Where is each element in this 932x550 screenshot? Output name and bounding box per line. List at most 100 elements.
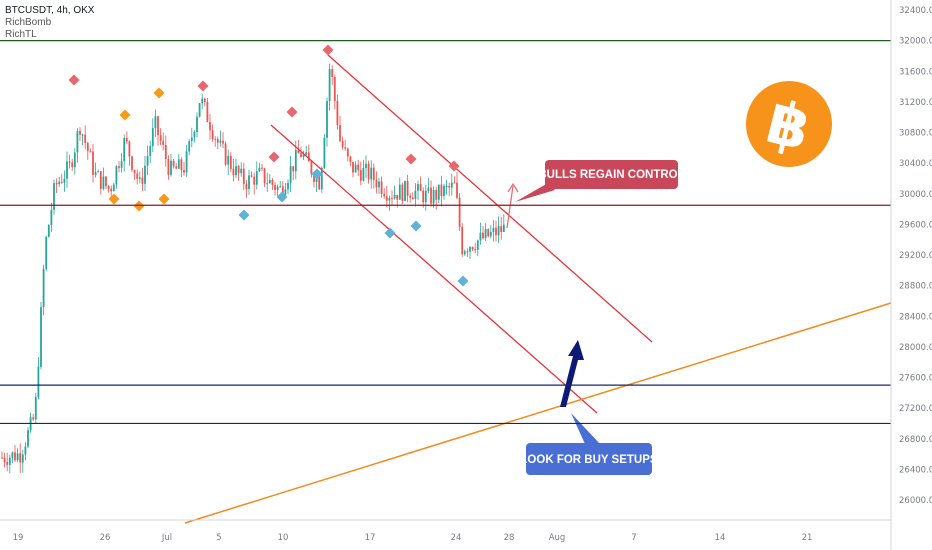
indicator-richbomb[interactable]: RichBomb (5, 17, 52, 28)
callout-buy-box (526, 443, 652, 475)
candle-body (123, 138, 126, 162)
candle-body (497, 226, 500, 236)
candle-body (500, 226, 503, 233)
x-tick-label: 17 (365, 533, 376, 543)
candle-body (94, 172, 97, 175)
candle-body (323, 137, 326, 168)
candle-body (76, 131, 79, 153)
candle-body (315, 176, 318, 182)
candle-body (222, 140, 224, 144)
candle-body (177, 159, 180, 169)
candle-body (193, 132, 196, 138)
candle-body (310, 161, 313, 175)
candle-body (445, 185, 448, 187)
candle-body (344, 147, 347, 149)
candle-body (190, 137, 193, 142)
candle-body (68, 161, 71, 163)
candle-body (216, 138, 219, 143)
x-tick-label: 14 (715, 533, 726, 543)
candle-body (274, 184, 276, 190)
y-tick-label: 32000.0 (899, 37, 932, 47)
diamond-marker-red (405, 153, 417, 165)
candle-body (367, 163, 370, 180)
candle-body (284, 189, 287, 195)
candle-body (383, 193, 386, 197)
candle-body (19, 453, 22, 463)
candle-body (271, 179, 274, 185)
channel-lower-line (270, 124, 598, 414)
diamond-marker-orange (153, 87, 165, 99)
candle-body (55, 183, 58, 185)
candle-body (328, 69, 331, 101)
candle-body (66, 161, 68, 179)
candle-body (227, 155, 230, 165)
y-tick-label: 27600.0 (899, 374, 932, 384)
candle-body (105, 176, 107, 186)
candle-body (58, 181, 61, 185)
candle-body (206, 102, 209, 122)
candle-body (484, 228, 487, 239)
candle-body (37, 366, 40, 397)
callout-pointer (571, 413, 600, 444)
candle-body (380, 181, 383, 194)
diamond-marker-blue (311, 168, 323, 180)
candle-body (128, 141, 131, 157)
candle-body (232, 168, 235, 176)
y-tick-label: 29200.0 (899, 251, 932, 261)
x-tick-label: 19 (13, 533, 24, 543)
diamond-marker-blue (457, 275, 469, 287)
candle-body (258, 167, 261, 172)
candle-body (385, 196, 388, 201)
candle-body (370, 167, 373, 180)
candle-body (352, 161, 354, 173)
candle-body (401, 184, 404, 201)
candle-body (396, 194, 399, 200)
candle-body (287, 182, 289, 190)
candle-body (84, 134, 87, 143)
candle-body (120, 161, 123, 168)
candle-body (422, 190, 425, 203)
diamond-marker-red (68, 74, 80, 86)
y-tick-label: 29600.0 (899, 220, 932, 230)
candle-body (502, 224, 505, 233)
candle-body (440, 184, 443, 197)
candle-body (300, 153, 302, 157)
candle-body (474, 249, 477, 251)
candle-body (6, 462, 9, 465)
candle-body (437, 184, 440, 200)
candle-body (482, 232, 484, 239)
small-up-arrow-shaft (506, 185, 514, 229)
candle-body (487, 228, 490, 237)
symbol-title[interactable]: BTCUSDT, 4h, OKX (5, 5, 95, 16)
candle-body (99, 171, 102, 189)
candle-body (448, 185, 451, 188)
candle-body (305, 152, 308, 155)
rising-trendline (184, 302, 892, 524)
candle-body (245, 184, 248, 190)
candle-body (242, 168, 245, 185)
candle-body (34, 396, 37, 420)
candle-body (164, 144, 167, 160)
candle-body (8, 457, 11, 465)
candle-body (489, 231, 492, 237)
candle-body (89, 151, 92, 153)
y-tick-label: 26400.0 (899, 465, 932, 475)
candle-body (281, 186, 284, 195)
candle-body (326, 100, 328, 138)
candle-body (219, 140, 222, 143)
candle-body (443, 185, 445, 197)
candle-body (102, 176, 105, 189)
diamond-marker-orange (108, 193, 120, 205)
y-tick-label: 31200.0 (899, 98, 932, 108)
indicator-richtl[interactable]: RichTL (5, 29, 37, 40)
candle-body (154, 116, 157, 129)
candle-body (110, 188, 113, 192)
candle-body (409, 195, 412, 198)
candle-body (427, 187, 430, 191)
candle-body (333, 77, 336, 102)
callout-buy-label: LOOK FOR BUY SETUPS (520, 454, 657, 466)
candle-body (214, 138, 217, 140)
candle-body (170, 160, 172, 175)
